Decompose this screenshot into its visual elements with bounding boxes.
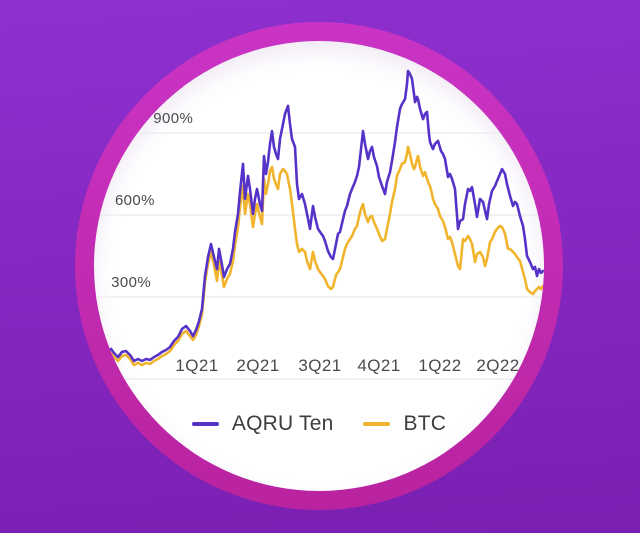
circle-ring: AQRU Ten BTC 900% 600% 300% 1Q21 2Q21 3Q21 4Q21… (75, 22, 563, 510)
series-line-aqru-ten (98, 69, 544, 363)
chart-legend: AQRU Ten BTC (94, 407, 544, 441)
legend-line-icon (191, 422, 219, 426)
y-axis-label: 300% (111, 274, 152, 291)
legend-item-btc: BTC (363, 412, 446, 436)
x-axis-label: 1Q21 (175, 356, 219, 375)
x-axis-label: 1Q22 (418, 356, 462, 375)
chart-disc: AQRU Ten BTC 900% 600% 300% 1Q21 2Q21 3Q21 4Q21… (94, 41, 544, 491)
legend-item-aqru-ten: AQRU Ten (191, 412, 334, 436)
y-axis-label: 900% (153, 110, 194, 127)
series-line-btc (98, 145, 544, 367)
x-axis-label: 2Q22 (476, 356, 520, 375)
performance-chart-svg (94, 69, 544, 380)
x-axis-label: 4Q21 (357, 356, 401, 375)
legend-label: AQRU Ten (231, 412, 334, 435)
y-axis-label: 600% (114, 192, 155, 209)
legend-line-icon (363, 422, 391, 426)
x-axis-label: 3Q21 (298, 356, 342, 375)
legend-label: BTC (403, 412, 447, 435)
x-axis-label: 2Q21 (236, 356, 280, 375)
